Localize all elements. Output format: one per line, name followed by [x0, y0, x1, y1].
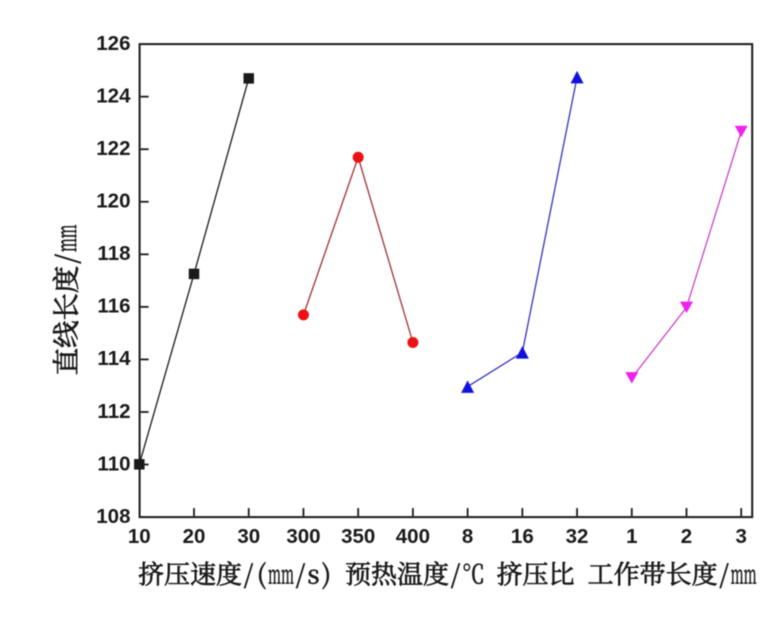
svg-text:124: 124	[96, 84, 131, 107]
svg-text:122: 122	[96, 137, 130, 160]
svg-text:10: 10	[128, 525, 151, 548]
svg-text:350: 350	[341, 525, 375, 548]
svg-text:16: 16	[511, 525, 534, 548]
svg-text:1: 1	[626, 525, 637, 548]
svg-text:116: 116	[97, 295, 130, 318]
svg-text:108: 108	[96, 505, 130, 528]
svg-text:8: 8	[462, 525, 473, 548]
svg-text:126: 126	[96, 32, 130, 55]
svg-text:114: 114	[97, 347, 131, 370]
svg-text:2: 2	[681, 525, 692, 548]
svg-text:300: 300	[286, 525, 320, 548]
svg-text:30: 30	[237, 525, 260, 548]
svg-text:120: 120	[96, 190, 130, 213]
svg-text:400: 400	[396, 525, 430, 548]
svg-text:118: 118	[97, 242, 130, 265]
svg-text:3: 3	[736, 525, 747, 548]
svg-text:32: 32	[566, 525, 589, 548]
svg-text:112: 112	[97, 400, 130, 423]
svg-text:20: 20	[183, 525, 206, 548]
svg-text:110: 110	[97, 452, 130, 475]
